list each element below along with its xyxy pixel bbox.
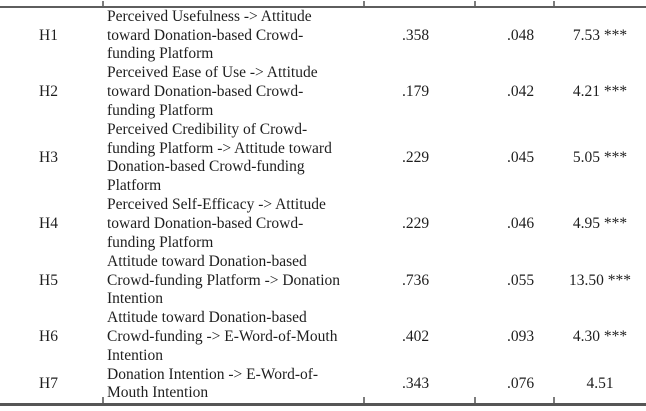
path-line: Perceived Usefulness -> Attitude bbox=[107, 8, 312, 25]
t-value: 5.05 *** bbox=[572, 149, 628, 167]
estimate-value: .736 bbox=[401, 271, 430, 289]
hypothesis-id: H1 bbox=[39, 27, 58, 45]
path-line: Platform bbox=[107, 177, 162, 195]
path-line: Crowd-funding Platform -> Donation bbox=[107, 271, 341, 289]
column-boundary-tick bbox=[363, 397, 365, 403]
column-boundary-tick bbox=[102, 1, 104, 6]
path-line: Crowd-funding -> E-Word-of-Mouth bbox=[107, 328, 338, 345]
path-line: Perceived Self-Efficacy -> Attitude bbox=[107, 196, 326, 214]
hypothesis-id: H6 bbox=[39, 328, 58, 346]
standard-error-value: .046 bbox=[506, 215, 535, 233]
table-row: H2 Perceived Ease of Use -> Attitude tow… bbox=[0, 64, 646, 121]
column-boundary-tick bbox=[553, 397, 555, 403]
path-line: toward Donation-based Crowd- bbox=[107, 83, 304, 100]
hypothesis-path: Perceived Ease of Use -> Attitude toward… bbox=[103, 64, 364, 121]
standard-error-value: .093 bbox=[506, 328, 535, 346]
path-line: Attitude toward Donation-based bbox=[107, 252, 307, 270]
table-row: H7 Donation Intention -> E-Word-of- Mout… bbox=[0, 366, 646, 405]
t-value: 4.51 bbox=[586, 375, 614, 393]
table-row: H6 Attitude toward Donation-based Crowd-… bbox=[0, 309, 646, 366]
column-boundary-tick bbox=[363, 1, 365, 6]
hypothesis-results-table: H1 Perceived Usefulness -> Attitude towa… bbox=[0, 6, 646, 407]
table-row: H3 Perceived Credibility of Crowd- fundi… bbox=[0, 121, 646, 197]
hypothesis-path: Attitude toward Donation-based Crowd-fun… bbox=[103, 253, 364, 310]
path-line: funding Platform bbox=[107, 233, 214, 251]
path-line: toward Donation-based Crowd- bbox=[107, 215, 304, 232]
estimate-value: .402 bbox=[401, 328, 430, 346]
path-line: toward Donation-based Crowd- bbox=[107, 26, 304, 44]
t-value: 4.30 *** bbox=[572, 328, 628, 346]
path-line: Donation-based Crowd-funding bbox=[107, 158, 305, 176]
hypothesis-path: Perceived Credibility of Crowd- funding … bbox=[103, 121, 364, 197]
path-line: Perceived Ease of Use -> Attitude bbox=[107, 64, 318, 82]
column-boundary-tick bbox=[474, 397, 476, 403]
path-line: Intention bbox=[107, 290, 163, 308]
path-line: Donation Intention -> E-Word-of- bbox=[107, 365, 319, 383]
hypothesis-id: H4 bbox=[39, 215, 58, 233]
path-line: Intention bbox=[107, 346, 163, 364]
path-line: Attitude toward Donation-based bbox=[107, 309, 307, 327]
standard-error-value: .055 bbox=[506, 271, 535, 289]
standard-error-value: .048 bbox=[506, 27, 535, 45]
estimate-value: .179 bbox=[401, 83, 430, 101]
estimate-value: .229 bbox=[401, 215, 430, 233]
standard-error-value: .076 bbox=[506, 375, 535, 393]
hypothesis-path: Perceived Self-Efficacy -> Attitude towa… bbox=[103, 196, 364, 253]
t-value: 4.95 *** bbox=[572, 215, 628, 233]
table-row: H1 Perceived Usefulness -> Attitude towa… bbox=[0, 7, 646, 64]
estimate-value: .229 bbox=[401, 149, 430, 167]
path-line: funding Platform -> Attitude toward bbox=[107, 139, 332, 157]
path-line: funding Platform bbox=[107, 45, 214, 63]
path-line: funding Platform bbox=[107, 101, 214, 119]
hypothesis-id: H3 bbox=[39, 149, 58, 167]
column-boundary-tick bbox=[474, 1, 476, 6]
path-line: Mouth Intention bbox=[107, 384, 209, 402]
estimate-value: .343 bbox=[401, 375, 430, 393]
standard-error-value: .045 bbox=[506, 149, 535, 167]
hypothesis-path: Donation Intention -> E-Word-of- Mouth I… bbox=[103, 366, 364, 405]
t-value: 4.21 *** bbox=[572, 83, 628, 101]
standard-error-value: .042 bbox=[506, 83, 535, 101]
column-boundary-tick bbox=[553, 1, 555, 6]
hypothesis-path: Attitude toward Donation-based Crowd-fun… bbox=[103, 309, 364, 366]
table-row: H5 Attitude toward Donation-based Crowd-… bbox=[0, 253, 646, 310]
column-boundary-tick bbox=[102, 397, 104, 403]
hypothesis-id: H5 bbox=[39, 271, 58, 289]
hypothesis-id: H2 bbox=[39, 83, 58, 101]
path-line: Perceived Credibility of Crowd- bbox=[107, 120, 308, 138]
hypothesis-id: H7 bbox=[39, 375, 58, 393]
t-value: 7.53 *** bbox=[572, 27, 628, 45]
table-row: H4 Perceived Self-Efficacy -> Attitude t… bbox=[0, 196, 646, 253]
estimate-value: .358 bbox=[401, 27, 430, 45]
t-value: 13.50 *** bbox=[569, 271, 631, 289]
hypothesis-path: Perceived Usefulness -> Attitude toward … bbox=[103, 7, 364, 64]
